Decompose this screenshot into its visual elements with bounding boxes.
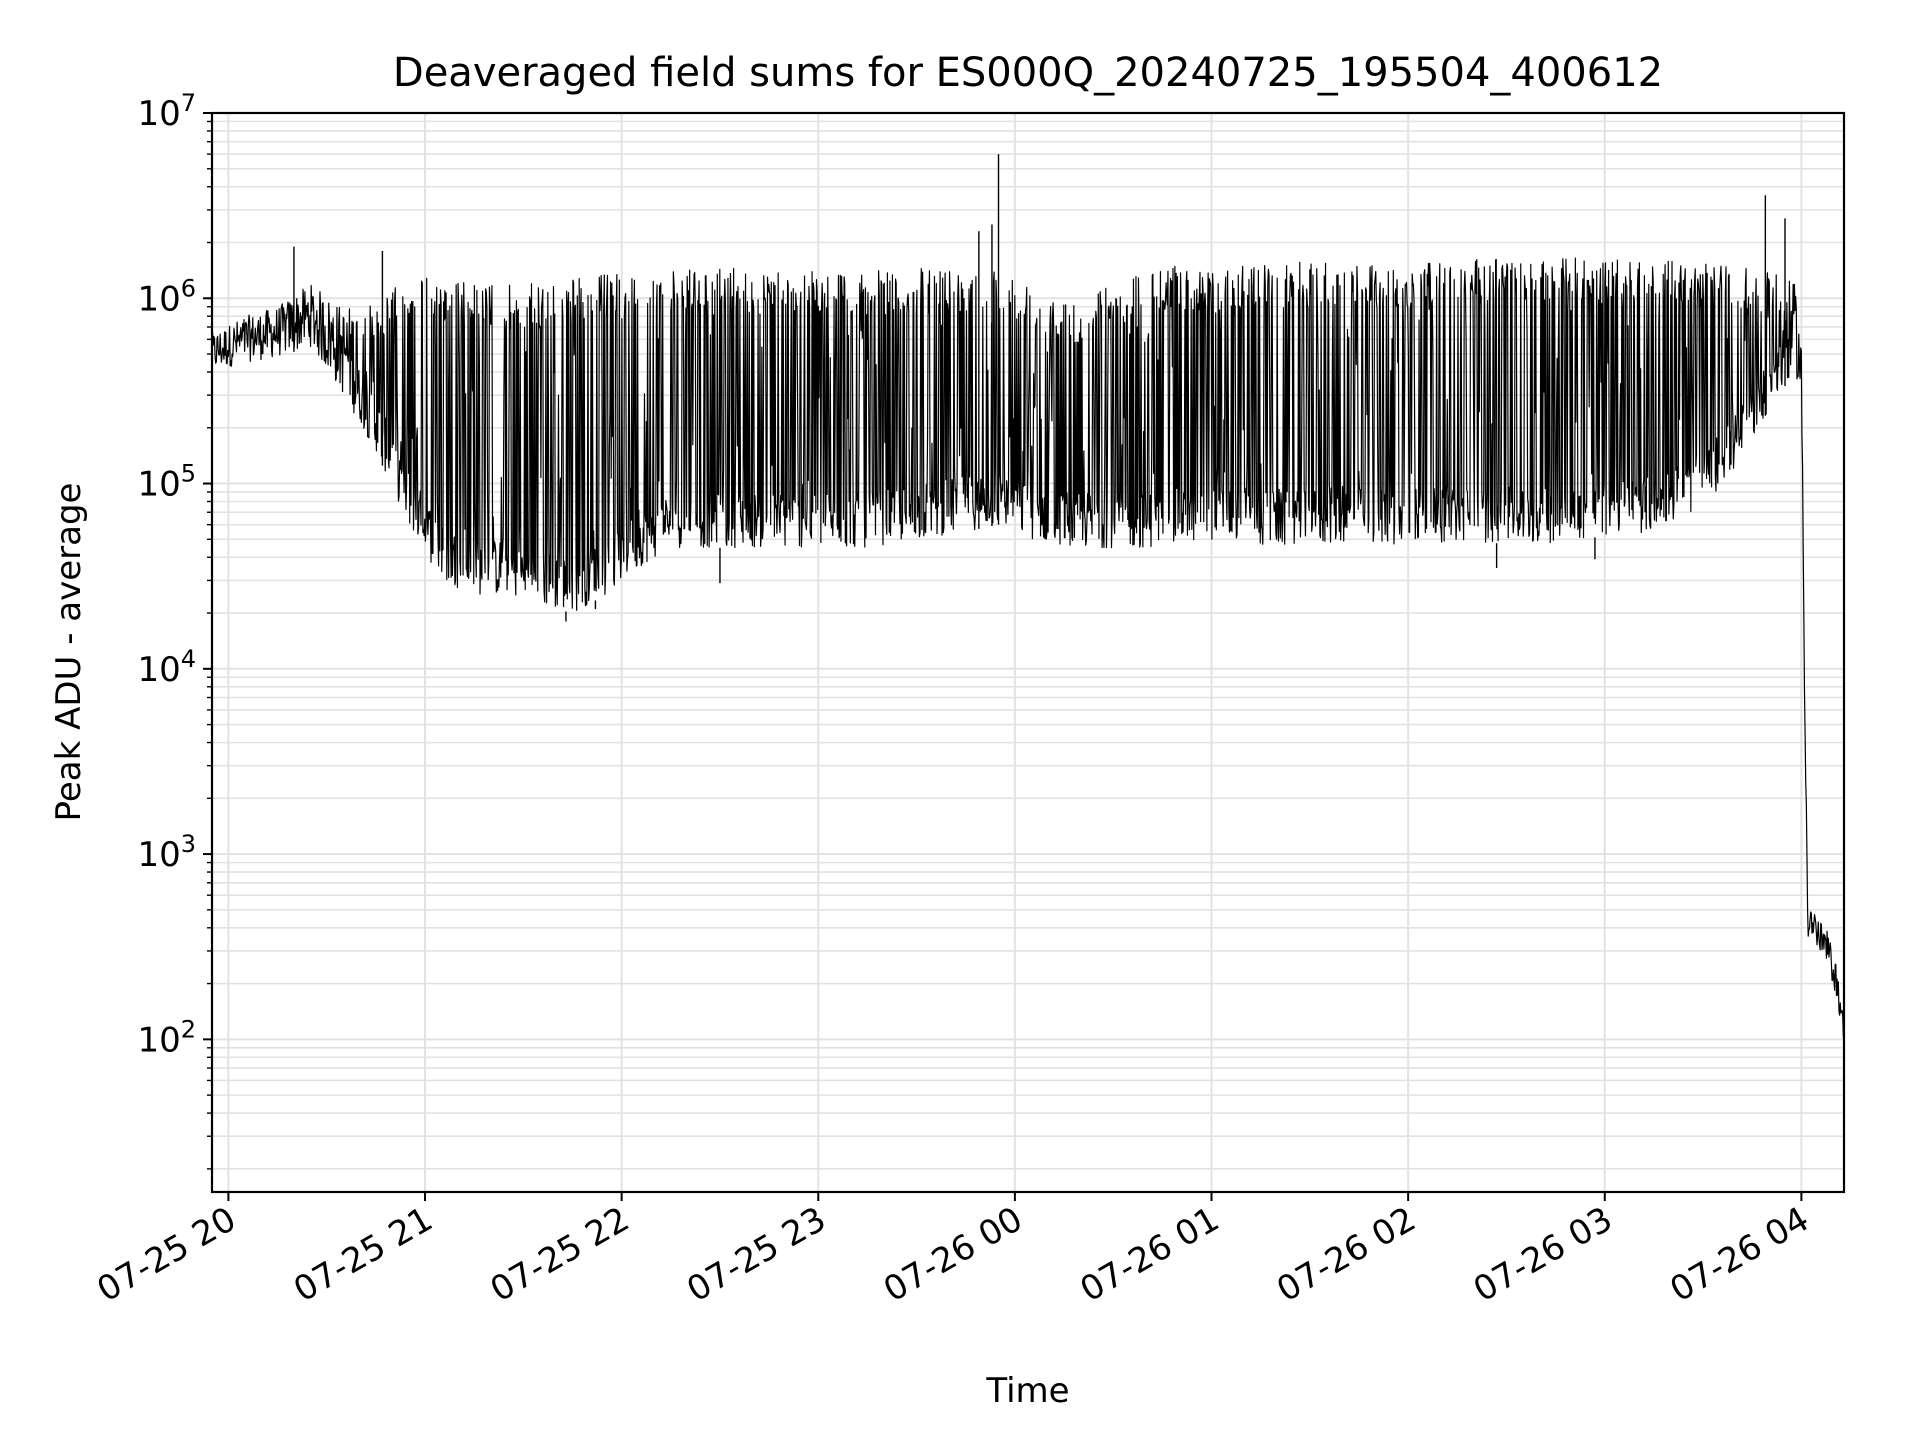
y-tick-base: 10 bbox=[137, 835, 180, 875]
y-tick-label: 104 bbox=[137, 645, 196, 690]
y-tick-exponent: 5 bbox=[181, 460, 196, 488]
y-tick-base: 10 bbox=[137, 650, 180, 690]
x-axis-label: Time bbox=[985, 1371, 1069, 1411]
y-tick-label: 106 bbox=[137, 274, 196, 319]
y-tick-exponent: 7 bbox=[181, 89, 196, 117]
y-tick-base: 10 bbox=[137, 465, 180, 505]
chart-title: Deaveraged field sums for ES000Q_2024072… bbox=[393, 50, 1663, 96]
series-line-0 bbox=[211, 257, 1845, 1038]
y-tick-exponent: 6 bbox=[181, 274, 196, 302]
y-tick-base: 10 bbox=[137, 1020, 180, 1060]
y-tick-label: 102 bbox=[137, 1015, 196, 1060]
y-tick-base: 10 bbox=[137, 94, 180, 134]
y-axis-label: Peak ADU - average bbox=[49, 483, 89, 822]
plot-frame bbox=[210, 111, 1846, 1194]
y-tick-exponent: 2 bbox=[181, 1015, 196, 1043]
data-series bbox=[211, 154, 1845, 1038]
y-tick-exponent: 3 bbox=[181, 830, 196, 858]
y-tick-label: 103 bbox=[137, 830, 196, 875]
y-tick-base: 10 bbox=[137, 279, 180, 319]
y-tick-label: 107 bbox=[137, 89, 196, 134]
y-tick-exponent: 4 bbox=[181, 645, 196, 673]
y-tick-label: 105 bbox=[137, 460, 196, 505]
